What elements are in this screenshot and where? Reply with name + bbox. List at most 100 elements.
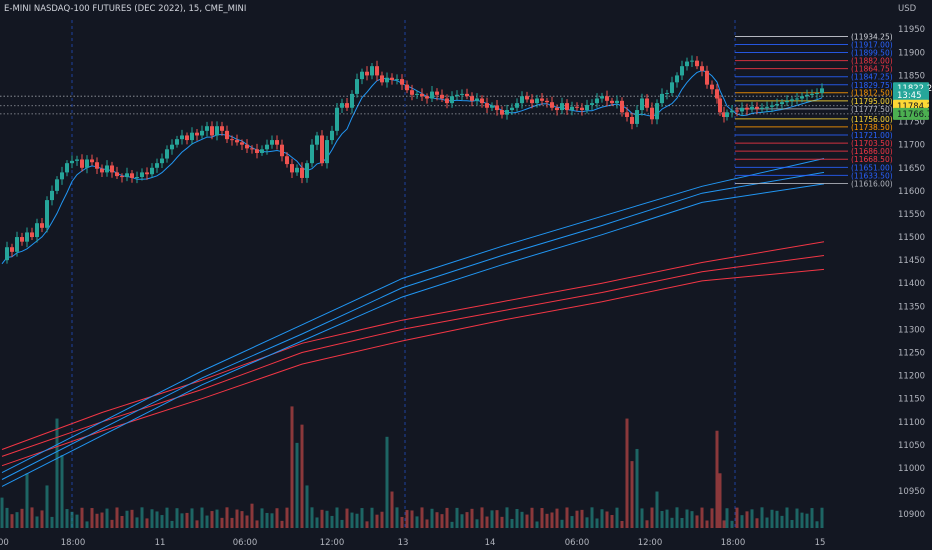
candle-body — [80, 159, 84, 168]
volume-bar — [735, 507, 739, 528]
volume-bar — [490, 510, 494, 528]
volume-bar — [235, 509, 239, 528]
volume-bar — [175, 508, 179, 528]
candle-body — [635, 110, 639, 124]
volume-bar — [230, 517, 234, 528]
y-tick-label-1: 11900 — [898, 48, 925, 58]
candle-body — [70, 160, 74, 164]
y-tick-label-20: 10950 — [898, 487, 925, 497]
y-tick-label-17: 11100 — [898, 418, 925, 428]
candle-body — [800, 96, 804, 99]
volume-bar — [135, 517, 139, 528]
volume-bar — [555, 508, 559, 528]
volume-bar — [475, 519, 479, 528]
volume-bar — [765, 517, 769, 528]
volume-bar — [730, 520, 734, 528]
candle-body — [695, 60, 699, 67]
volume-bar — [525, 514, 529, 528]
candle-body — [75, 159, 79, 161]
candle-body — [195, 132, 199, 136]
x-tick-label-4: 12:00 — [320, 538, 345, 548]
candle-body — [355, 79, 359, 94]
candle-body — [320, 135, 324, 164]
candle-body — [420, 93, 424, 97]
candle-body — [530, 99, 534, 104]
y-tick-label-6: 11650 — [898, 164, 925, 174]
volume-bar — [385, 436, 389, 528]
candle-body — [640, 98, 644, 111]
candle-body — [740, 107, 744, 112]
y-tick-label-4: 11750 — [898, 118, 925, 128]
candle-body — [405, 84, 409, 91]
candle-body — [60, 172, 64, 180]
volume-bar — [160, 515, 164, 528]
candle-body — [110, 165, 114, 173]
volume-bar — [275, 508, 279, 528]
volume-bar — [425, 519, 429, 528]
volume-bar — [570, 516, 574, 528]
candle-body — [505, 110, 509, 115]
y-tick-label-14: 11250 — [898, 349, 925, 359]
volume-bar — [335, 507, 339, 528]
candle-body — [10, 247, 14, 252]
volume-bar — [185, 512, 189, 528]
volume-bar — [565, 507, 569, 528]
volume-bar — [85, 521, 89, 528]
volume-bar — [365, 521, 369, 528]
volume-bar — [375, 514, 379, 528]
volume-bar — [685, 509, 689, 528]
volume-bar — [718, 473, 722, 528]
candle-body — [50, 190, 54, 201]
price-tag-label-3: 11766.75 — [897, 110, 932, 120]
candle-body — [255, 149, 259, 154]
volume-bar — [345, 508, 349, 528]
volume-bar — [775, 510, 779, 528]
volume-bar — [225, 507, 229, 528]
candle-body — [160, 158, 164, 164]
candle-body — [595, 98, 599, 104]
candle-body — [790, 99, 794, 101]
candle-body — [115, 172, 119, 177]
volume-bar — [515, 509, 519, 528]
candle-body — [200, 130, 204, 136]
candle-body — [65, 163, 69, 173]
candle-body — [40, 223, 44, 228]
candle-body — [685, 61, 689, 67]
candle-body — [220, 126, 224, 131]
candle-body — [600, 96, 604, 99]
volume-bar — [75, 514, 79, 528]
volume-bar — [420, 507, 424, 528]
volume-bar — [595, 518, 599, 528]
candle-body — [705, 70, 709, 85]
candle-body — [745, 107, 749, 110]
candle-body — [235, 140, 239, 143]
y-tick-label-0: 11950 — [898, 25, 925, 35]
candle-body — [30, 232, 34, 238]
volume-bar — [105, 508, 109, 528]
volume-bar — [640, 508, 644, 528]
overlay-level-label-13: (11703.50) — [851, 139, 893, 148]
candle-body — [410, 90, 414, 95]
candle-body — [730, 110, 734, 113]
price-tag-label-2: 11784.25 — [897, 102, 932, 112]
candle-body — [700, 66, 704, 71]
candle-body — [590, 103, 594, 105]
x-tick-label-5: 13 — [398, 538, 409, 548]
candle-body — [260, 149, 264, 154]
volume-bar — [585, 517, 589, 528]
overlay-level-label-4: (11864.75) — [851, 65, 893, 74]
candle-body — [625, 112, 629, 117]
candle-body — [100, 168, 104, 173]
candle-body — [290, 164, 294, 173]
volume-bar — [725, 508, 729, 528]
candle-body — [340, 103, 344, 108]
candle-body — [490, 105, 494, 108]
candle-body — [480, 98, 484, 104]
chart-title: E-MINI NASDAQ-100 FUTURES (DEC 2022), 15… — [4, 4, 247, 14]
volume-bar — [95, 513, 99, 528]
x-tick-label-6: 14 — [485, 538, 496, 548]
volume-bar — [145, 518, 149, 528]
volume-bar — [355, 513, 359, 528]
candle-body — [605, 96, 609, 101]
